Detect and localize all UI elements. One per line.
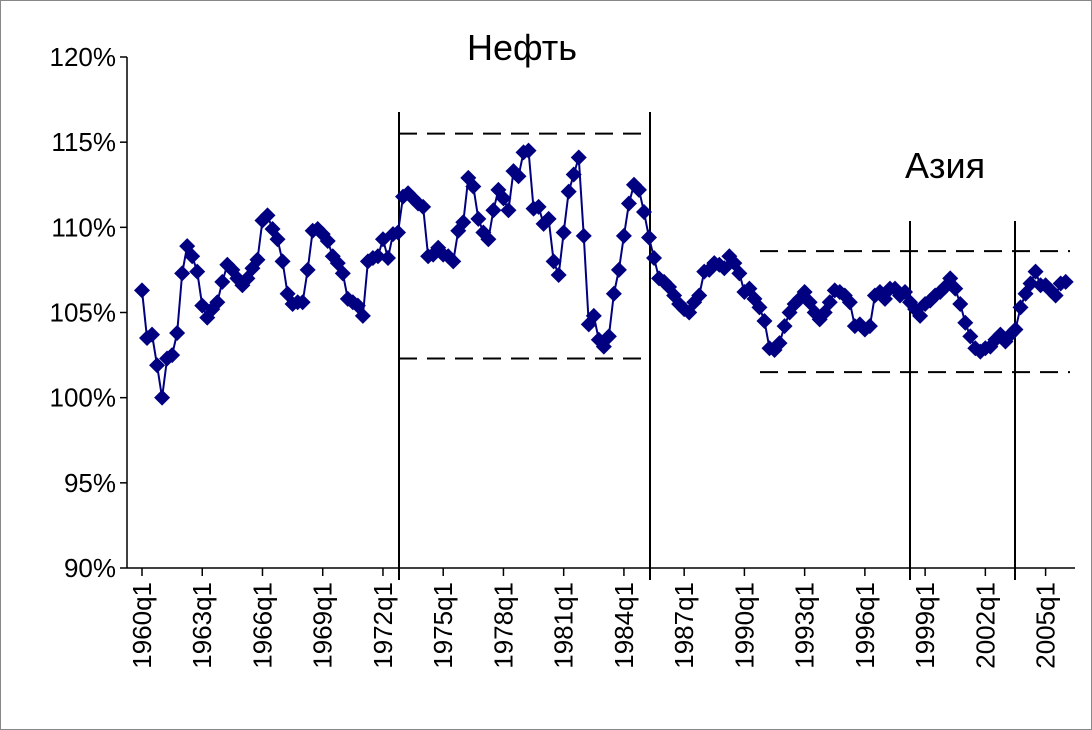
- marker: [962, 328, 979, 345]
- x-tick-label: 1963q1: [187, 582, 217, 669]
- marker: [465, 178, 482, 195]
- marker: [731, 265, 748, 282]
- marker: [379, 249, 396, 266]
- marker: [334, 265, 351, 282]
- marker: [756, 313, 773, 330]
- marker: [691, 287, 708, 304]
- marker: [269, 231, 286, 248]
- marker: [390, 224, 407, 241]
- marker: [249, 251, 266, 268]
- marker: [545, 253, 562, 270]
- annotation: Азия: [905, 145, 985, 186]
- marker: [319, 232, 336, 249]
- marker: [912, 307, 929, 324]
- marker: [259, 207, 276, 224]
- marker: [149, 357, 166, 374]
- marker: [771, 335, 788, 352]
- marker: [560, 183, 577, 200]
- marker: [1027, 263, 1044, 280]
- marker: [575, 227, 592, 244]
- marker: [600, 328, 617, 345]
- marker: [947, 280, 964, 297]
- marker: [485, 202, 502, 219]
- x-tick-label: 1981q1: [549, 582, 579, 669]
- y-tick-label: 100%: [50, 383, 117, 413]
- marker: [605, 285, 622, 302]
- y-tick-label: 95%: [64, 468, 116, 498]
- marker: [445, 253, 462, 270]
- marker: [646, 249, 663, 266]
- x-tick-label: 2005q1: [1031, 582, 1061, 669]
- marker: [369, 248, 386, 265]
- x-tick-label: 1996q1: [850, 582, 880, 669]
- marker: [630, 181, 647, 198]
- marker: [495, 190, 512, 207]
- marker: [615, 227, 632, 244]
- marker: [751, 299, 768, 316]
- marker: [164, 347, 181, 364]
- marker: [570, 149, 587, 166]
- marker: [184, 248, 201, 265]
- marker: [565, 166, 582, 183]
- marker: [841, 294, 858, 311]
- y-tick-label: 90%: [64, 553, 116, 583]
- marker: [555, 224, 572, 241]
- marker: [480, 231, 497, 248]
- marker: [540, 210, 557, 227]
- marker: [1007, 321, 1024, 338]
- marker: [530, 198, 547, 215]
- marker: [415, 198, 432, 215]
- marker: [169, 324, 186, 341]
- marker: [189, 263, 206, 280]
- x-tick-label: 1978q1: [488, 582, 518, 669]
- x-tick-label: 1984q1: [609, 582, 639, 669]
- marker: [520, 142, 537, 159]
- x-tick-label: 1999q1: [910, 582, 940, 669]
- marker: [641, 229, 658, 246]
- marker: [1057, 273, 1074, 290]
- marker: [510, 168, 527, 185]
- marker: [144, 326, 161, 343]
- marker: [550, 267, 567, 284]
- marker: [214, 273, 231, 290]
- x-tick-label: 1990q1: [729, 582, 759, 669]
- marker: [134, 282, 150, 299]
- marker: [821, 294, 838, 311]
- x-tick-label: 1960q1: [127, 582, 157, 669]
- y-tick-label: 105%: [50, 298, 117, 328]
- x-tick-label: 1969q1: [308, 582, 338, 669]
- marker: [299, 261, 316, 278]
- y-tick-label: 115%: [51, 127, 116, 157]
- y-tick-label: 110%: [51, 212, 116, 242]
- marker: [957, 314, 974, 331]
- x-tick-label: 1966q1: [247, 582, 277, 669]
- y-tick-label: 120%: [50, 42, 117, 72]
- marker: [455, 214, 472, 231]
- marker: [1047, 287, 1064, 304]
- marker: [174, 265, 191, 282]
- marker: [154, 389, 171, 406]
- marker: [776, 318, 793, 335]
- x-tick-label: 1987q1: [669, 582, 699, 669]
- annotation: Нефть: [467, 27, 577, 68]
- marker: [354, 307, 371, 324]
- x-tick-label: 1975q1: [428, 582, 458, 669]
- marker: [1022, 275, 1039, 292]
- x-tick-label: 2002q1: [970, 582, 1000, 669]
- marker: [610, 261, 627, 278]
- marker: [470, 210, 487, 227]
- x-tick-label: 1993q1: [790, 582, 820, 669]
- marker: [500, 202, 517, 219]
- marker: [861, 318, 878, 335]
- marker: [620, 195, 637, 212]
- marker: [294, 294, 311, 311]
- marker: [952, 295, 969, 312]
- x-tick-label: 1972q1: [368, 582, 398, 669]
- marker: [585, 307, 602, 324]
- marker: [209, 294, 226, 311]
- marker: [636, 204, 652, 221]
- marker: [1012, 299, 1029, 316]
- marker: [274, 253, 291, 270]
